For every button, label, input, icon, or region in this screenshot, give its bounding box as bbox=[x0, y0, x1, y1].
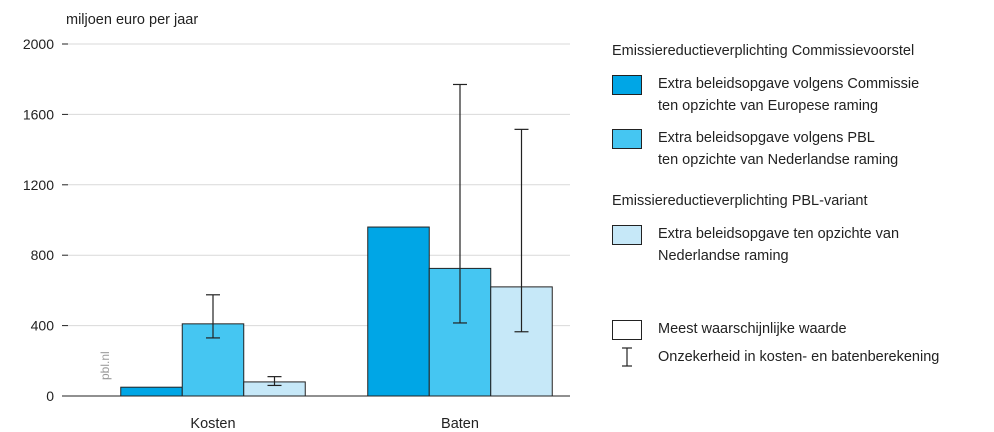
y-axis-label: miljoen euro per jaar bbox=[66, 12, 198, 28]
legend-label-commissie: Extra beleidsopgave volgens Commissie te… bbox=[658, 73, 990, 117]
y-tick-label: 0 bbox=[46, 388, 54, 404]
grid-lines bbox=[68, 43, 570, 327]
legend-swatch-commissie bbox=[612, 75, 642, 95]
legend-label-line: Extra beleidsopgave volgens PBL bbox=[658, 130, 875, 146]
y-tick-label: 800 bbox=[31, 247, 55, 263]
bar bbox=[367, 226, 430, 397]
legend-label-line: ten opzichte van Europese raming bbox=[658, 98, 879, 114]
bars bbox=[120, 226, 553, 397]
watermark: pbl.nl bbox=[98, 351, 112, 380]
axes: 0 400 800 1200 1600 2000 Kosten Baten bbox=[23, 36, 570, 432]
legend-label-line: Extra beleidsopgave ten opzichte van bbox=[658, 226, 900, 242]
error-bar-icon bbox=[622, 347, 632, 367]
y-tick-label: 1200 bbox=[23, 177, 54, 193]
y-tick-label: 2000 bbox=[23, 36, 54, 52]
legend-swatch-pbl bbox=[612, 129, 642, 149]
legend-label-most-likely: Meest waarschijnlijke waarde bbox=[658, 321, 847, 337]
legend-label-uncertainty: Onzekerheid in kosten- en batenberekenin… bbox=[658, 349, 940, 365]
x-tick-label: Kosten bbox=[190, 416, 235, 432]
legend-label-line: Extra beleidsopgave volgens Commissie bbox=[658, 76, 920, 92]
legend-label-pbl: Extra beleidsopgave volgens PBL ten opzi… bbox=[658, 127, 990, 171]
x-tick-label: Baten bbox=[441, 416, 479, 432]
error-bars bbox=[206, 83, 529, 387]
legend-group-title-pbl-variant: Emissiereductieverplichting PBL-variant bbox=[612, 193, 868, 209]
legend-label-line: ten opzichte van Nederlandse raming bbox=[658, 152, 899, 168]
bar-chart: 0 400 800 1200 1600 2000 Kosten Baten miljoen e… bbox=[23, 12, 570, 432]
legend-group-title-commissievoorstel: Emissiereductieverplichting Commissievoo… bbox=[612, 43, 915, 59]
legend-label-pbl-variant: Extra beleidsopgave ten opzichte van Ned… bbox=[658, 223, 990, 267]
legend-swatch-most-likely bbox=[612, 320, 642, 340]
legend-swatch-pbl-variant bbox=[612, 225, 642, 245]
legend-label-line: Nederlandse raming bbox=[658, 248, 789, 264]
y-tick-label: 400 bbox=[31, 318, 55, 334]
bar bbox=[120, 386, 183, 397]
y-tick-label: 1600 bbox=[23, 106, 54, 122]
